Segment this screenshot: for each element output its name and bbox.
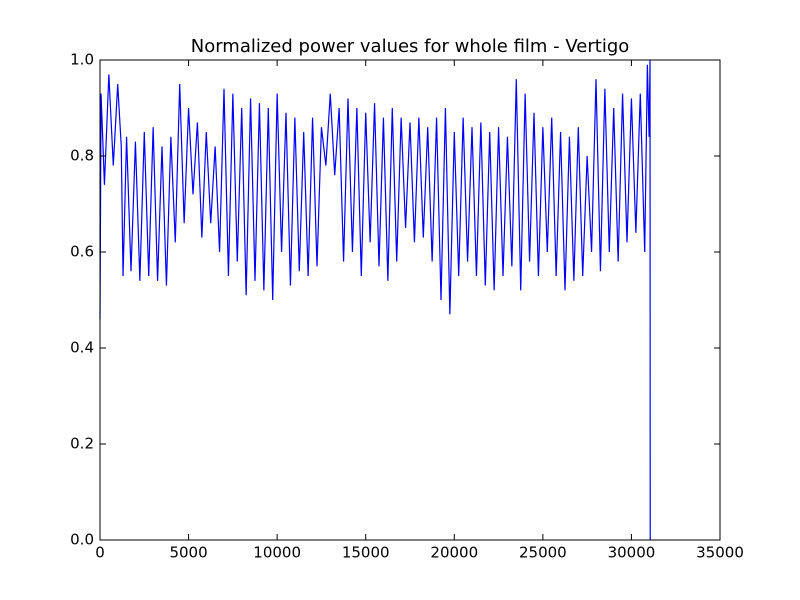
x-tick-label: 5000: [169, 544, 207, 562]
x-tick-label: 20000: [430, 544, 478, 562]
y-tick-label: 0.2: [70, 435, 94, 453]
x-tick-label: 15000: [342, 544, 390, 562]
y-tick-label: 0.4: [70, 339, 94, 357]
y-tick-label: 0.8: [70, 147, 94, 165]
x-tick-label: 0: [95, 544, 105, 562]
x-tick-label: 30000: [608, 544, 656, 562]
chart-title: Normalized power values for whole film -…: [191, 36, 630, 57]
y-tick-label: 1.0: [70, 51, 94, 69]
y-tick-label: 0.6: [70, 243, 94, 261]
y-tick-label: 0.0: [70, 531, 94, 549]
x-tick-label: 10000: [253, 544, 301, 562]
plot-frame: [99, 59, 721, 541]
data-line: [99, 59, 651, 541]
x-tick-label: 25000: [519, 544, 567, 562]
x-tick-label: 35000: [696, 544, 744, 562]
